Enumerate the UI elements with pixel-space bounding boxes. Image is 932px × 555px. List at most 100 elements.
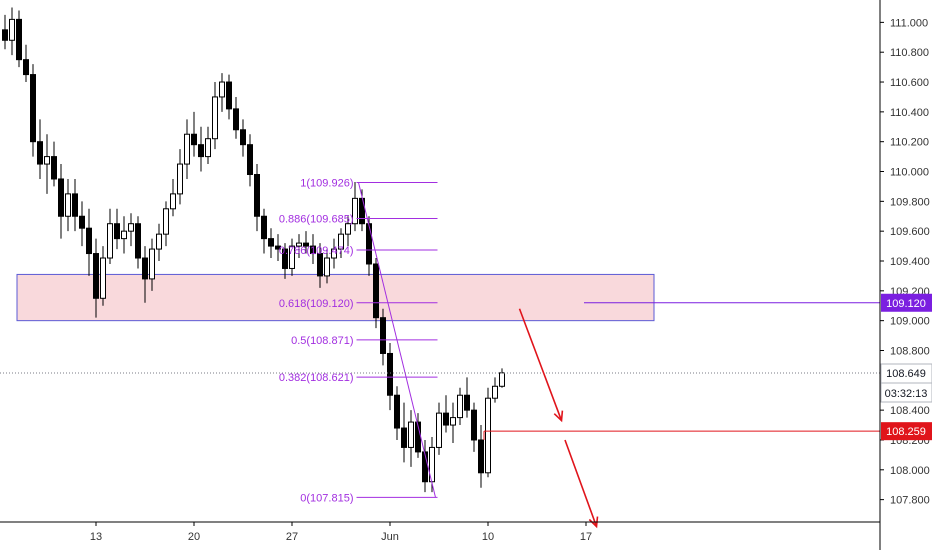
candle[interactable] bbox=[226, 74, 232, 120]
candle[interactable] bbox=[324, 249, 330, 284]
arrow-shaft bbox=[518, 308, 563, 421]
candle[interactable] bbox=[72, 178, 78, 232]
zone-price-badge-text: 109.120 bbox=[886, 298, 926, 310]
candle-body bbox=[471, 409, 477, 441]
target-price-badge-bg bbox=[881, 422, 932, 441]
candle[interactable] bbox=[275, 234, 281, 261]
candle[interactable] bbox=[58, 164, 64, 239]
price-tick-label: 108.800 bbox=[890, 345, 930, 357]
candle[interactable] bbox=[408, 410, 414, 467]
supply-zone-rect[interactable] bbox=[16, 273, 655, 322]
candle-body bbox=[338, 233, 344, 250]
candle[interactable] bbox=[499, 368, 505, 388]
candle[interactable] bbox=[296, 234, 302, 259]
candle[interactable] bbox=[303, 231, 309, 254]
candle-body bbox=[100, 257, 106, 299]
candle[interactable] bbox=[37, 119, 43, 179]
candle[interactable] bbox=[492, 377, 498, 403]
candle[interactable] bbox=[422, 439, 428, 493]
candle[interactable] bbox=[464, 377, 470, 418]
candle[interactable] bbox=[401, 402, 407, 463]
candle[interactable] bbox=[163, 201, 169, 247]
price-tick-label: 111.000 bbox=[890, 17, 928, 29]
candle[interactable] bbox=[457, 387, 463, 426]
candle[interactable] bbox=[345, 216, 351, 247]
candle[interactable] bbox=[44, 134, 50, 194]
candle[interactable] bbox=[51, 141, 57, 187]
candle[interactable] bbox=[436, 402, 442, 455]
candle-body bbox=[401, 427, 407, 448]
candle-body bbox=[44, 156, 50, 165]
candle-body bbox=[233, 108, 239, 131]
candle[interactable] bbox=[114, 208, 120, 250]
candle[interactable] bbox=[93, 238, 99, 318]
candle[interactable] bbox=[177, 149, 183, 205]
candle[interactable] bbox=[184, 119, 190, 179]
candle[interactable] bbox=[380, 308, 386, 366]
candle[interactable] bbox=[86, 208, 92, 276]
date-tick-label: 10 bbox=[482, 531, 494, 543]
zone-price-badge[interactable]: 109.120 bbox=[881, 293, 932, 312]
candle[interactable] bbox=[79, 201, 85, 247]
price-tick-label: 107.800 bbox=[890, 495, 930, 507]
candle[interactable] bbox=[240, 119, 246, 157]
candle[interactable] bbox=[16, 10, 22, 68]
candle[interactable] bbox=[142, 246, 148, 303]
candle[interactable] bbox=[121, 216, 127, 254]
candle-body bbox=[380, 317, 386, 354]
current-price-badge[interactable]: 108.649 03:32:13 bbox=[880, 363, 932, 403]
candle[interactable] bbox=[310, 234, 316, 264]
candle[interactable] bbox=[107, 208, 113, 264]
candle[interactable] bbox=[471, 402, 477, 452]
candle[interactable] bbox=[254, 164, 260, 232]
candle[interactable] bbox=[156, 223, 162, 261]
candle[interactable] bbox=[2, 14, 8, 50]
candle[interactable] bbox=[387, 343, 393, 411]
down-arrow[interactable] bbox=[518, 308, 564, 423]
candle[interactable] bbox=[233, 96, 239, 139]
candle-body bbox=[51, 156, 57, 180]
date-tick-label: Jun bbox=[381, 531, 399, 543]
candle[interactable] bbox=[331, 238, 337, 269]
candle[interactable] bbox=[100, 246, 106, 306]
candle[interactable] bbox=[394, 386, 400, 440]
candle[interactable] bbox=[212, 82, 218, 150]
candle[interactable] bbox=[135, 216, 141, 269]
candle[interactable] bbox=[485, 387, 491, 478]
candle-body bbox=[65, 193, 71, 217]
candle-body bbox=[254, 173, 260, 217]
candle[interactable] bbox=[219, 73, 225, 112]
candle[interactable] bbox=[65, 178, 71, 232]
candle[interactable] bbox=[317, 243, 323, 288]
candle[interactable] bbox=[450, 402, 456, 443]
candle[interactable] bbox=[261, 208, 267, 254]
candle-body bbox=[79, 215, 85, 229]
candle[interactable] bbox=[282, 243, 288, 279]
candle[interactable] bbox=[338, 228, 344, 259]
candle[interactable] bbox=[149, 238, 155, 291]
candle[interactable] bbox=[198, 126, 204, 172]
candle-body bbox=[16, 18, 22, 61]
candle[interactable] bbox=[128, 213, 134, 247]
candle[interactable] bbox=[352, 181, 358, 232]
candle[interactable] bbox=[443, 395, 449, 433]
candle[interactable] bbox=[9, 7, 15, 56]
candle[interactable] bbox=[170, 178, 176, 217]
date-tick-label: 20 bbox=[188, 531, 200, 543]
candle[interactable] bbox=[30, 64, 36, 157]
candle[interactable] bbox=[247, 134, 253, 187]
candle[interactable] bbox=[205, 126, 211, 165]
candle[interactable] bbox=[373, 258, 379, 329]
candle[interactable] bbox=[23, 44, 29, 83]
candle-body bbox=[366, 223, 372, 265]
fib-level-label: 0(107.815) bbox=[300, 492, 353, 504]
candle-body bbox=[121, 230, 127, 240]
candle-body bbox=[464, 394, 470, 411]
candle[interactable] bbox=[289, 238, 295, 276]
target-price-badge[interactable]: 108.259 bbox=[881, 422, 932, 441]
candle[interactable] bbox=[268, 228, 274, 259]
candle[interactable] bbox=[478, 425, 484, 488]
candle[interactable] bbox=[191, 111, 197, 157]
